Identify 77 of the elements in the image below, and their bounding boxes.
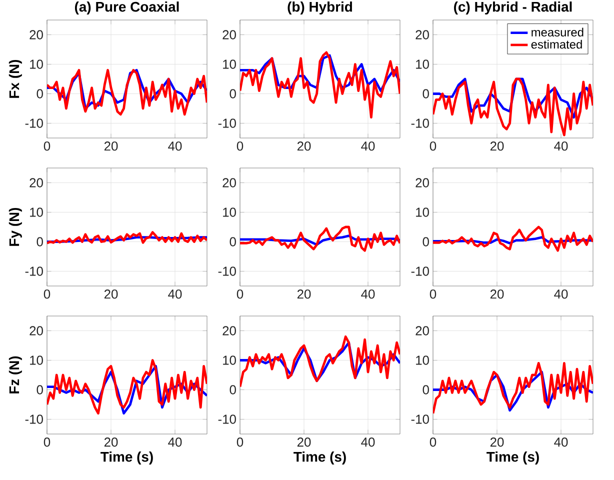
- line-series: [240, 335, 400, 388]
- y-tick-label: 10: [416, 356, 429, 365]
- line-series: [433, 78, 594, 119]
- y-tick-label: -10: [411, 414, 429, 424]
- y-tick-label: 20: [222, 326, 236, 336]
- x-tick-label: 0: [236, 438, 244, 447]
- y-tick-label: 0: [422, 385, 429, 394]
- y-axis-title: Fz (N): [8, 356, 22, 394]
- y-tick-label: 10: [416, 60, 429, 69]
- x-tick-label: 40: [361, 142, 375, 151]
- y-tick-label: 20: [30, 30, 43, 40]
- y-tick-label: 20: [30, 326, 43, 336]
- x-tick-label: 0: [44, 142, 50, 151]
- y-tick-label: -10: [25, 118, 43, 128]
- line-series: [433, 78, 594, 136]
- x-tick-label: 40: [168, 438, 182, 447]
- x-tick-label: 40: [554, 290, 568, 299]
- y-tick-label: -10: [218, 414, 236, 424]
- y-tick-label: -10: [218, 118, 236, 128]
- y-tick-label: 20: [222, 30, 236, 40]
- x-tick-label: 0: [44, 290, 50, 299]
- x-tick-label: 20: [490, 438, 504, 447]
- x-tick-label: 40: [168, 142, 182, 151]
- x-tick-label: 0: [236, 290, 244, 299]
- y-tick-label: -10: [25, 266, 43, 276]
- legend-label: estimated: [531, 40, 582, 49]
- x-tick-label: 40: [554, 438, 568, 447]
- x-tick-label: 0: [44, 438, 50, 447]
- chart-title: (c) Hybrid - Radial: [454, 1, 572, 14]
- y-tick-label: 20: [30, 178, 43, 188]
- x-tick-label: 20: [104, 290, 118, 299]
- x-tick-label: 20: [297, 142, 311, 151]
- x-tick-label: 20: [104, 438, 118, 447]
- x-tick-label: 40: [168, 290, 182, 299]
- y-tick-label: 10: [416, 208, 429, 217]
- y-tick-label: 0: [422, 237, 429, 246]
- x-tick-label: 0: [236, 142, 244, 151]
- y-tick-label: 10: [30, 356, 43, 365]
- y-tick-label: -10: [411, 118, 429, 128]
- y-tick-label: 10: [223, 60, 236, 69]
- x-tick-label: 20: [297, 290, 311, 299]
- y-tick-label: 0: [230, 89, 236, 98]
- x-tick-label: 20: [104, 142, 118, 151]
- x-tick-label: 40: [361, 290, 375, 299]
- y-tick-label: -10: [25, 414, 43, 424]
- y-tick-label: 10: [223, 208, 236, 217]
- x-axis-title: Time (s): [486, 452, 539, 465]
- chart-title: (a) Pure Coaxial: [74, 1, 179, 14]
- y-tick-label: 20: [416, 326, 429, 336]
- x-tick-label: 0: [430, 142, 436, 151]
- x-tick-label: 0: [430, 290, 436, 299]
- y-axis-title: Fx (N): [8, 60, 22, 98]
- y-tick-label: 0: [230, 385, 236, 394]
- x-tick-label: 40: [361, 438, 375, 447]
- y-tick-label: 0: [36, 385, 43, 394]
- y-axis-title: Fy (N): [8, 208, 22, 246]
- x-axis-title: Time (s): [100, 452, 153, 465]
- x-tick-label: 20: [297, 438, 311, 447]
- y-tick-label: 0: [422, 89, 429, 98]
- chart-title: (b) Hybrid: [288, 1, 352, 14]
- x-tick-label: 20: [490, 142, 504, 151]
- x-axis-title: Time (s): [294, 452, 346, 465]
- y-tick-label: 20: [416, 30, 429, 40]
- y-tick-label: 0: [36, 237, 43, 246]
- legend-label: measured: [532, 28, 584, 36]
- y-tick-label: 10: [30, 60, 43, 69]
- y-tick-label: -10: [411, 266, 429, 276]
- y-tick-label: 10: [223, 356, 236, 365]
- y-tick-label: 20: [222, 178, 236, 188]
- y-tick-label: 10: [30, 208, 43, 217]
- y-tick-label: 0: [36, 89, 43, 98]
- x-tick-label: 0: [430, 438, 436, 447]
- x-tick-label: 20: [490, 290, 504, 299]
- y-tick-label: -10: [218, 266, 236, 276]
- y-tick-label: 0: [230, 237, 236, 246]
- x-tick-label: 40: [554, 142, 568, 151]
- y-tick-label: 20: [416, 178, 429, 188]
